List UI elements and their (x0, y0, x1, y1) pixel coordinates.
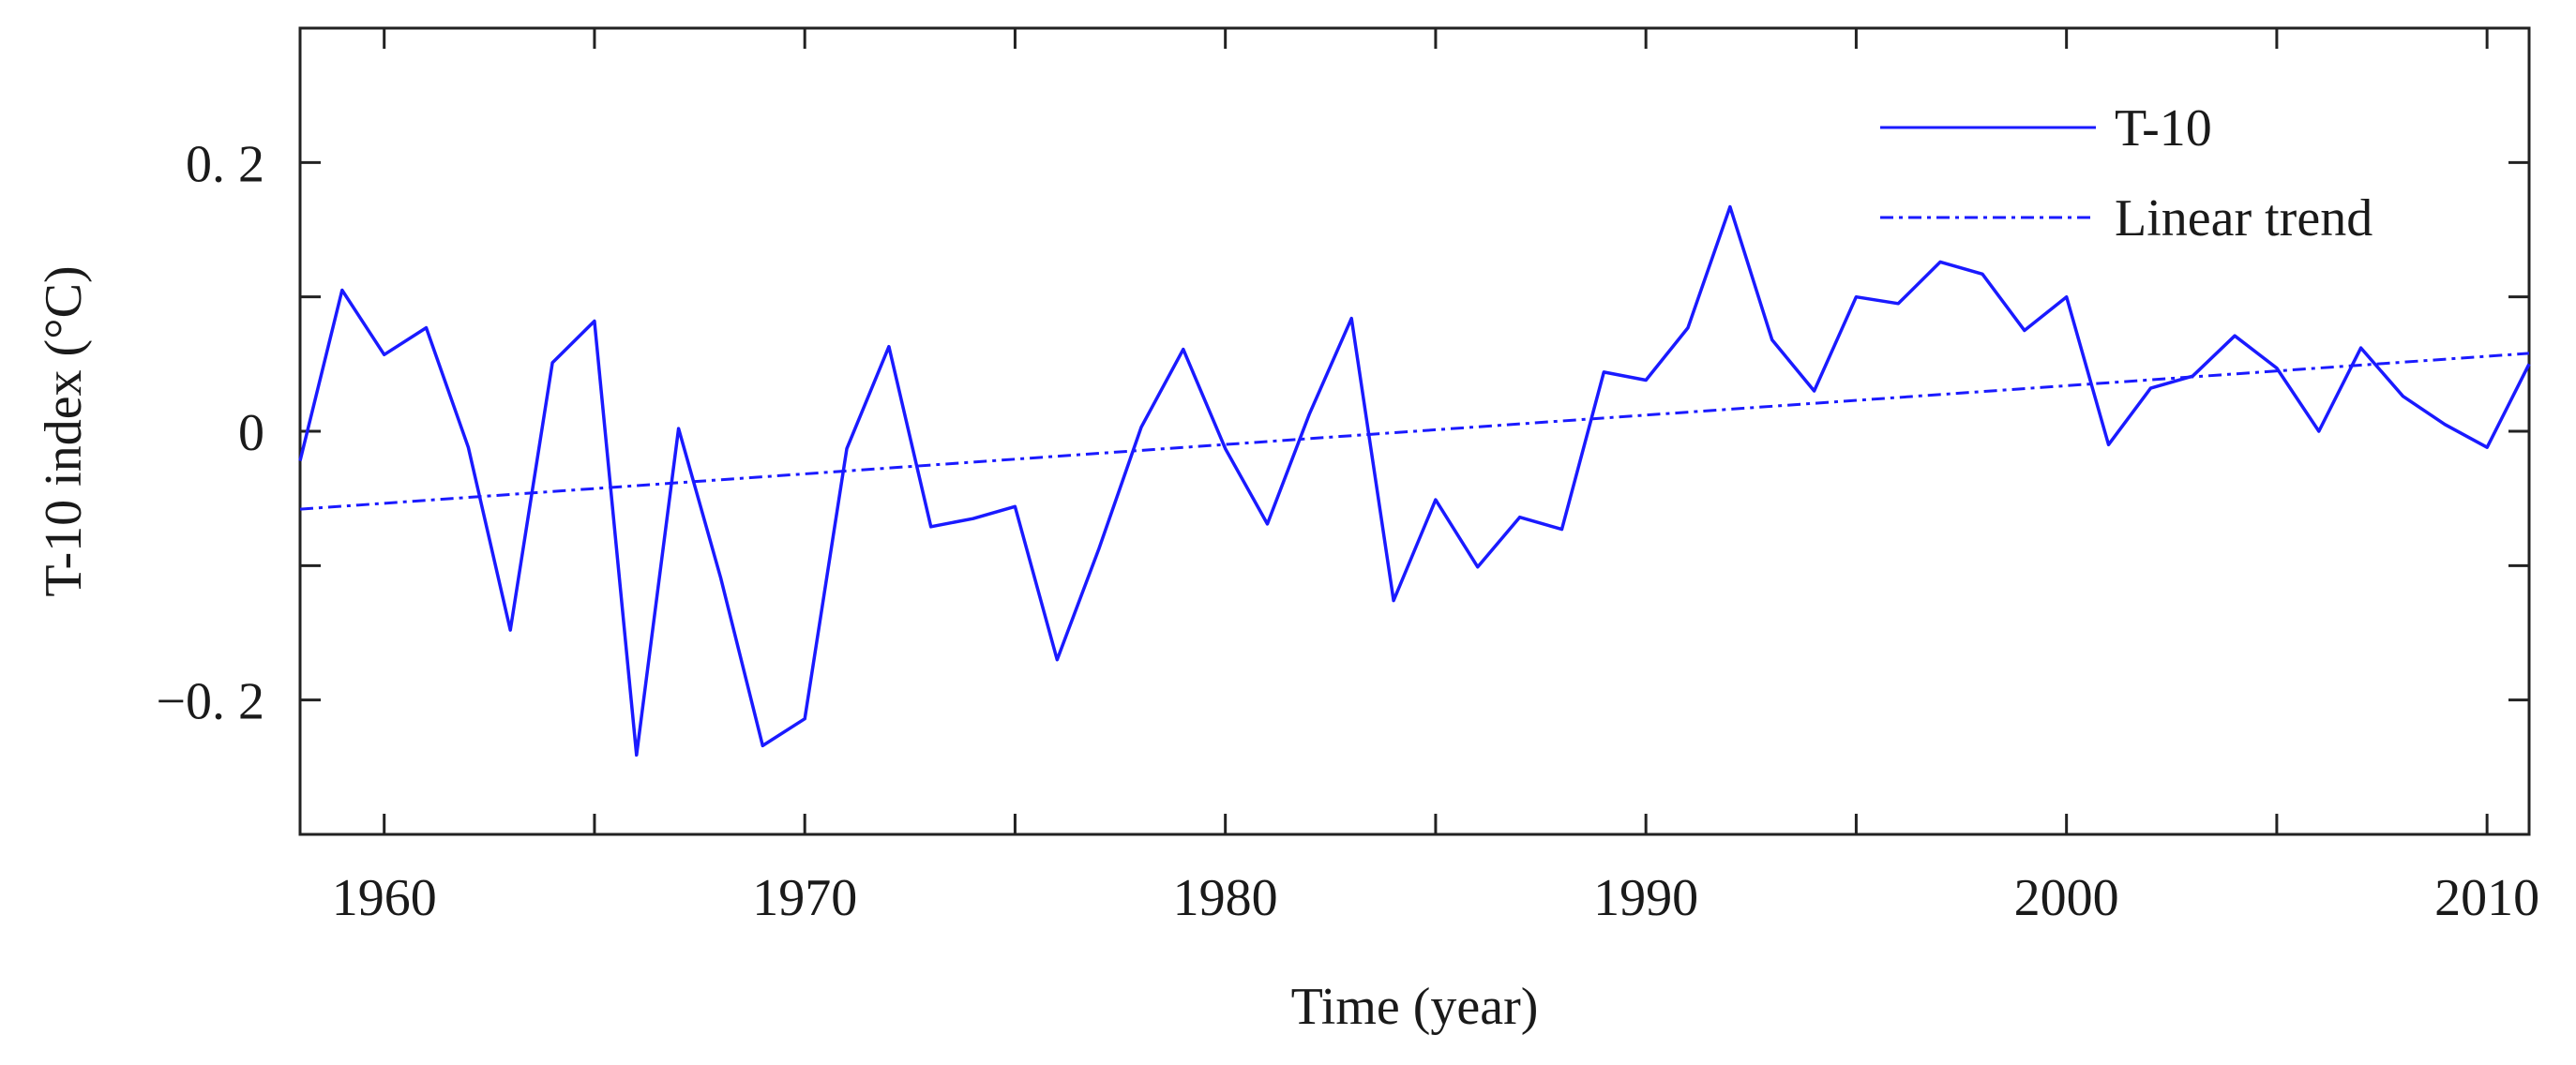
t10-series-line (298, 204, 2531, 758)
y-tick-label: 0 (238, 404, 264, 462)
x-tick-label: 1960 (332, 869, 437, 927)
y-tick-label: 0. 2 (186, 135, 264, 193)
x-axis-title: Time (year) (1291, 978, 1539, 1036)
series-layer (298, 204, 2531, 758)
trend-layer (299, 352, 2530, 511)
linear-trend-line (299, 352, 2530, 511)
x-tick-label: 1990 (1593, 869, 1698, 927)
legend: T-10 Linear trend (1880, 99, 2373, 248)
x-tick-label: 2010 (2434, 869, 2539, 927)
labels-layer: 1960 1970 1980 1990 2000 2010 −0. 2 0 0. 2 Time (… (35, 135, 2539, 1036)
x-tick-label: 2000 (2014, 869, 2119, 927)
x-tick-label: 1970 (752, 869, 857, 927)
x-tick-label: 1980 (1173, 869, 1278, 927)
legend-label: T-10 (2115, 99, 2212, 158)
y-axis-title: T-10 index (°C) (35, 265, 93, 596)
legend-label: Linear trend (2115, 189, 2373, 248)
y-tick-label: −0. 2 (156, 673, 264, 731)
axes-layer (298, 26, 2531, 836)
